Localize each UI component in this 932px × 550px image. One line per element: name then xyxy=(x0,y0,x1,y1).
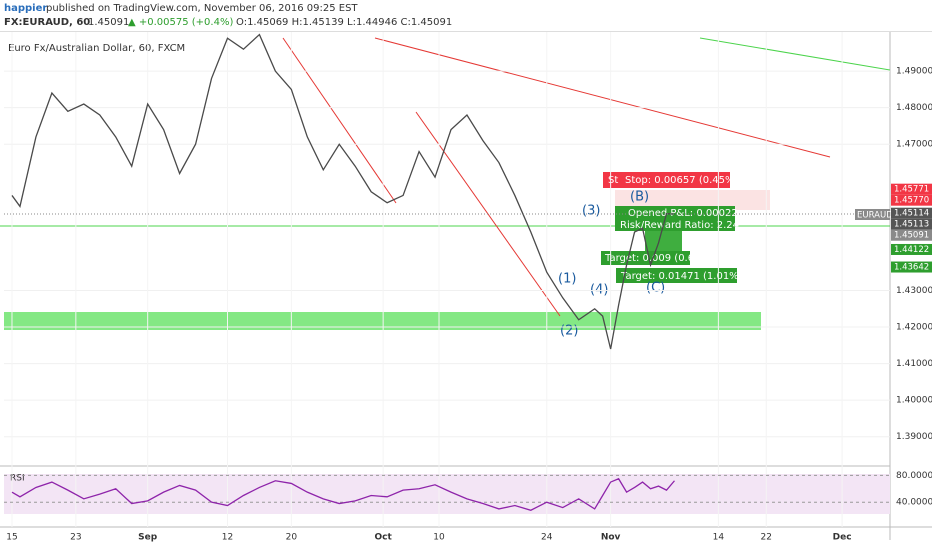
y-tick-label: 1.40000 xyxy=(896,396,932,406)
y-tick-label: 80.0000 xyxy=(896,471,932,481)
y-tick-label: 1.43000 xyxy=(896,286,932,296)
wave-label: (3) xyxy=(582,204,600,219)
symbol-tag-label: EURAUD xyxy=(857,211,893,221)
chart-title: Euro Fx/Australian Dollar, 60, FXCM xyxy=(8,43,185,54)
price-badge-label: 1.45091 xyxy=(894,231,929,241)
last-price: 1.45091 xyxy=(88,17,129,28)
x-tick-label: Sep xyxy=(138,533,158,543)
price-badge xyxy=(891,194,932,206)
price-badge xyxy=(891,243,932,255)
wave-label: (1) xyxy=(558,272,576,287)
support-zone xyxy=(4,312,761,330)
separator xyxy=(0,31,932,32)
stop-box xyxy=(603,172,730,188)
change: ▲ +0.00575 (+0.4%) xyxy=(128,17,233,28)
trend-line xyxy=(374,37,831,158)
x-tick-label: Dec xyxy=(833,533,852,543)
x-tick-label: 14 xyxy=(713,533,725,543)
price-badge-label: 1.45114 xyxy=(894,209,929,219)
y-tick-label: 1.49000 xyxy=(896,67,932,77)
price-badge-label: 1.43642 xyxy=(894,263,929,273)
x-tick-label: 20 xyxy=(286,533,298,543)
series-line xyxy=(11,33,675,350)
ohlc: O:1.45069 H:1.45139 L:1.44946 C:1.45091 xyxy=(236,17,452,28)
price-badge xyxy=(891,218,932,230)
x-tick-label: 10 xyxy=(433,533,445,543)
price-badge xyxy=(891,207,932,219)
y-tick-label: 1.47000 xyxy=(896,140,932,150)
x-tick-label: 22 xyxy=(761,533,772,543)
ratio-label: Risk/Reward Ratio: 2.24 xyxy=(620,220,739,231)
x-tick-label: 23 xyxy=(70,533,81,543)
price-badge-label: 1.45771 xyxy=(894,185,929,195)
symbol-tag xyxy=(855,209,890,220)
price-badge xyxy=(891,261,932,273)
price-badge-label: 1.45770 xyxy=(894,196,929,206)
pnl-box xyxy=(615,206,735,231)
y-tick-label: 1.48000 xyxy=(896,103,932,113)
wave-label: (C) xyxy=(646,281,665,296)
price-badge-label: 1.44122 xyxy=(894,245,929,255)
published: published on TradingView.com, November 0… xyxy=(46,3,358,14)
x-tick-label: 12 xyxy=(222,533,233,543)
trend-line xyxy=(282,37,397,204)
trend-line xyxy=(699,37,891,71)
rsi-title: RSI xyxy=(10,474,25,484)
wave-label: (2) xyxy=(560,324,578,339)
target-box xyxy=(601,251,690,265)
publisher[interactable]: happier xyxy=(4,3,47,14)
price-badge xyxy=(891,229,932,241)
target-label: Target: 0.01471 (1.01%) xyxy=(620,271,743,282)
price-badge xyxy=(891,183,932,195)
wave-label: (B) xyxy=(630,190,649,205)
x-tick-label: 15 xyxy=(6,533,17,543)
y-tick-label: 40.0000 xyxy=(896,498,932,508)
series-line xyxy=(11,477,675,511)
x-tick-label: Nov xyxy=(601,533,621,543)
target-label: Target: 0.009 (0.68%) xyxy=(604,253,714,264)
risk-zone xyxy=(615,190,770,210)
stop-label: Stop: 0.00657 (0.45%) xyxy=(625,175,738,186)
target-box xyxy=(616,268,737,283)
y-tick-label: 1.41000 xyxy=(896,359,932,369)
x-tick-label: 24 xyxy=(541,533,553,543)
rsi-band xyxy=(4,474,890,514)
stop-short: St xyxy=(608,175,618,186)
pnl-label: Opened P&L: 0.00022 xyxy=(628,208,738,219)
y-tick-label: 1.42000 xyxy=(896,323,932,333)
x-tick-label: Oct xyxy=(374,533,392,543)
y-tick-label: 1.39000 xyxy=(896,432,932,442)
price-badge-label: 1.45113 xyxy=(894,220,929,230)
symbol: FX:EURAUD, 60 xyxy=(4,17,90,28)
